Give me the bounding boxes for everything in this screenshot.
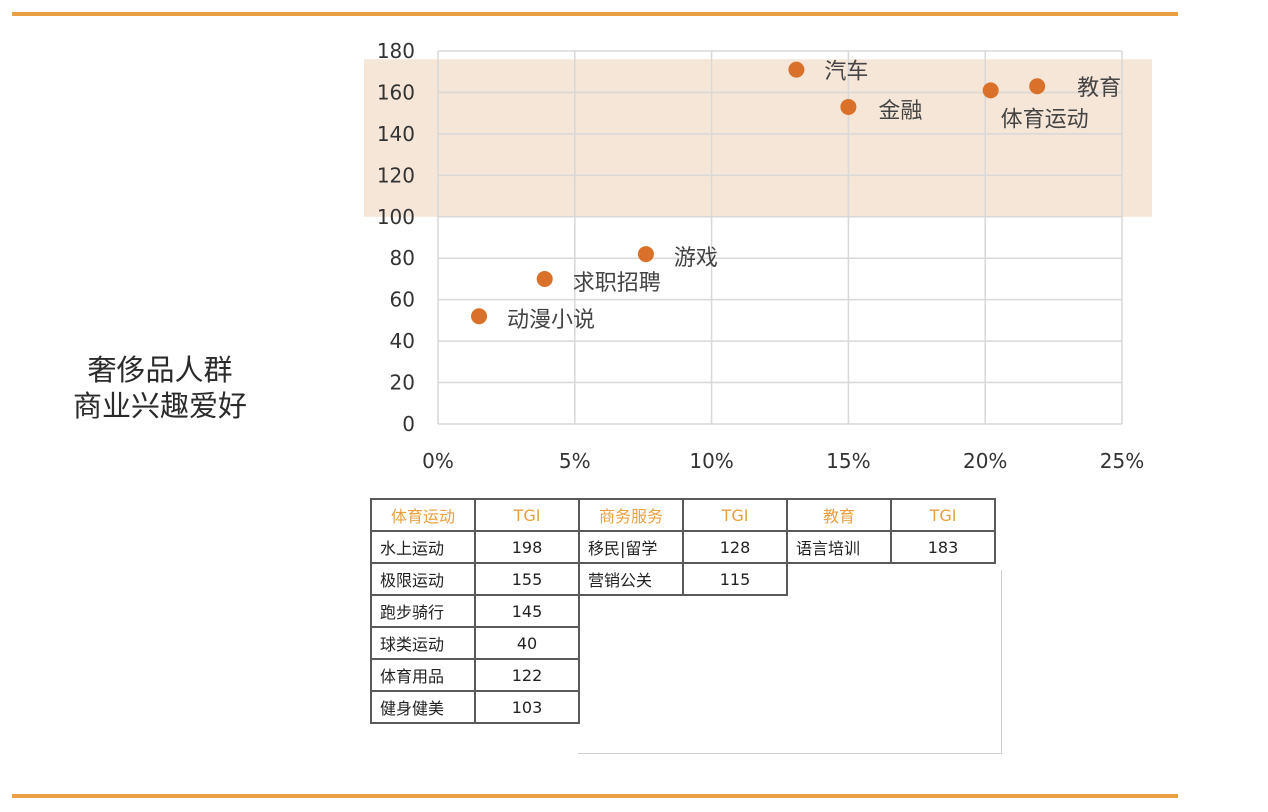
y-tick-label: 80 <box>390 246 415 270</box>
y-tick-label: 60 <box>390 288 415 312</box>
y-tick-label: 0 <box>402 412 415 436</box>
table-row: 跑步骑行 145 <box>370 594 995 628</box>
table-cell: 40 <box>474 626 580 660</box>
y-tick-label: 40 <box>390 329 415 353</box>
table-cell: 健身健美 <box>370 690 476 724</box>
data-point <box>637 246 654 263</box>
table-cell: 移民|留学 <box>578 530 684 564</box>
data-point <box>536 270 553 287</box>
data-point <box>471 308 488 325</box>
y-tick-label: 160 <box>377 80 415 104</box>
table-cell: 103 <box>474 690 580 724</box>
table-cell: 水上运动 <box>370 530 476 564</box>
table-cell: 183 <box>890 530 996 564</box>
x-tick-label: 10% <box>689 449 733 473</box>
side-title: 奢侈品人群 商业兴趣爱好 <box>40 352 280 424</box>
table-cell: 122 <box>474 658 580 692</box>
table-header-cell: TGI <box>890 498 996 532</box>
table-cell: 营销公关 <box>578 562 684 596</box>
table-header-cell: 体育运动 <box>370 498 476 532</box>
table-row: 健身健美 103 <box>370 690 995 724</box>
tgi-table: 体育运动 TGI 商务服务 TGI 教育 TGI 水上运动 198 移民|留学 … <box>370 498 996 724</box>
table-cell: 语言培训 <box>786 530 892 564</box>
y-tick-label: 120 <box>377 163 415 187</box>
y-tick-label: 100 <box>377 205 415 229</box>
data-point <box>1029 78 1046 95</box>
tgi-table-header-row: 体育运动 TGI 商务服务 TGI 教育 TGI <box>370 498 996 532</box>
data-point <box>788 61 805 78</box>
highlight-band <box>364 59 1152 217</box>
x-tick-label: 0% <box>422 449 454 473</box>
table-cell: 跑步骑行 <box>370 594 476 628</box>
table-row: 水上运动 198 移民|留学 128 语言培训 183 <box>370 530 996 564</box>
data-point-label: 动漫小说 <box>507 308 595 333</box>
table-header-cell: TGI <box>474 498 580 532</box>
table-header-cell: 教育 <box>786 498 892 532</box>
scatter-chart: 0 20 40 60 80 100 120 140 160 180 0% 5% 10% 15% 20% 25%… <box>364 39 1152 473</box>
data-point-label: 汽车 <box>824 60 868 85</box>
table-cell: 115 <box>682 562 788 596</box>
table-cell: 145 <box>474 594 580 628</box>
x-tick-label: 20% <box>963 449 1007 473</box>
side-title-line1: 奢侈品人群 <box>87 353 233 387</box>
side-title-line2: 商业兴趣爱好 <box>72 389 247 423</box>
data-point <box>840 98 857 115</box>
y-tick-label: 180 <box>377 39 415 63</box>
table-header-cell: TGI <box>682 498 788 532</box>
table-row: 体育用品 122 <box>370 658 995 692</box>
top-accent-rule <box>12 12 1178 16</box>
data-point <box>982 82 999 99</box>
data-point-label: 求职招聘 <box>573 271 661 296</box>
table-cell: 198 <box>474 530 580 564</box>
data-point-label: 金融 <box>878 99 922 124</box>
table-cell: 128 <box>682 530 788 564</box>
data-point-label: 教育 <box>1077 76 1121 101</box>
y-tick-label: 140 <box>377 122 415 146</box>
table-row: 球类运动 40 <box>370 626 995 660</box>
table-cell: 体育用品 <box>370 658 476 692</box>
x-tick-label: 15% <box>826 449 870 473</box>
data-point-label: 体育运动 <box>1001 107 1089 132</box>
table-header-cell: 商务服务 <box>578 498 684 532</box>
x-tick-label: 5% <box>559 449 591 473</box>
table-cell: 极限运动 <box>370 562 476 596</box>
y-tick-label: 20 <box>390 371 415 395</box>
bottom-accent-rule <box>12 794 1178 798</box>
table-row: 极限运动 155 营销公关 115 <box>370 562 995 596</box>
table-cell: 155 <box>474 562 580 596</box>
data-point-label: 游戏 <box>674 246 718 271</box>
x-tick-label: 25% <box>1100 449 1144 473</box>
table-cell: 球类运动 <box>370 626 476 660</box>
table-frame <box>578 570 1002 754</box>
